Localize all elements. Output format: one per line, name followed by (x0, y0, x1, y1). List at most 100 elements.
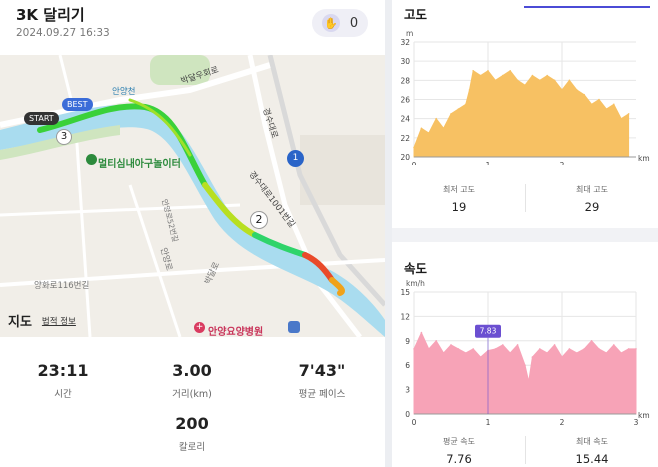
map-canvas (0, 55, 385, 337)
stat-time-label: 시간 (54, 389, 72, 400)
bus-stop-icon[interactable] (288, 321, 300, 333)
altitude-point (524, 84, 526, 86)
altitude-point (553, 79, 556, 82)
panel-separator (392, 228, 658, 242)
like-button[interactable]: ✋ 0 (312, 9, 368, 37)
speed-point (527, 380, 530, 383)
altitude-ytick: 30 (400, 57, 410, 66)
altitude-chart-title: 고도 (404, 7, 428, 22)
speed-ytick: 0 (405, 410, 410, 419)
km-marker-2[interactable]: 2 (250, 211, 268, 229)
stat-distance-value: 3.00 (172, 361, 212, 380)
speed-point (583, 348, 585, 350)
workout-datetime: 2024.09.27 16:33 (16, 27, 110, 39)
altitude-xlabel: km (638, 154, 650, 163)
speed-xlabel: km (638, 411, 650, 420)
speed-chart-title: 속도 (404, 261, 428, 276)
workout-title: 3K 달리기 (16, 6, 85, 24)
speed-ytick: 3 (405, 386, 410, 395)
speed-avg: 평균 속도 7.76 (404, 436, 514, 466)
altitude-point (413, 146, 415, 149)
altitude-xtick: 1 (486, 161, 491, 165)
altitude-min-value: 19 (451, 200, 467, 214)
workout-summary-panel: 3K 달리기 2024.09.27 16:33 ✋ 0 (0, 0, 385, 467)
speed-point (516, 344, 519, 346)
altitude-point (546, 74, 548, 77)
altitude-point (442, 127, 445, 130)
speed-point (598, 348, 600, 350)
speed-point (428, 348, 430, 350)
altitude-xtick: 0 (412, 161, 417, 165)
legal-info-link[interactable]: 법적 정보 (41, 316, 76, 327)
speed-point (472, 348, 474, 350)
altitude-area (413, 69, 630, 158)
speed-xtick: 2 (560, 418, 565, 427)
stat-pace: 7'43" 평균 페이스 (267, 361, 377, 400)
speed-point (524, 364, 526, 366)
altitude-point (450, 113, 452, 115)
map-brand: 지도 (8, 311, 32, 330)
altitude-point (487, 69, 489, 72)
speed-avg-value: 7.76 (446, 452, 472, 466)
altitude-ytick: 32 (400, 38, 410, 47)
speed-ytick: 15 (400, 288, 410, 297)
altitude-divider (525, 184, 526, 212)
speed-point (620, 352, 622, 354)
altitude-point (627, 113, 630, 115)
km-marker-3[interactable]: 3 (56, 129, 72, 145)
altitude-chart[interactable]: m 20 22 24 26 28 30 32 0 1 2 km (392, 20, 658, 165)
speed-point (509, 352, 511, 354)
speed-point (553, 344, 556, 346)
altitude-point (428, 132, 430, 134)
stat-pace-label: 평균 페이스 (298, 389, 346, 400)
speed-area (413, 331, 637, 415)
route-map[interactable]: 안양천 박달우회로 경수대로 경수대로1001번길 멀티심내아구놀이터 안양로5… (0, 55, 385, 337)
altitude-point (516, 79, 519, 82)
stat-distance-label: 거리(km) (172, 389, 212, 400)
altitude-point (502, 74, 504, 77)
altitude-point (465, 103, 467, 106)
altitude-point (561, 89, 563, 91)
altitude-max-label: 최대 고도 (576, 185, 608, 194)
altitude-ytick: 24 (400, 115, 410, 124)
altitude-ytick: 28 (400, 76, 410, 85)
speed-avg-label: 평균 속도 (443, 437, 475, 446)
altitude-point (590, 103, 593, 106)
speed-point (546, 352, 548, 354)
speed-point (442, 352, 445, 354)
speed-point (502, 344, 504, 346)
altitude-point (568, 79, 571, 82)
speed-xtick: 1 (486, 418, 491, 427)
speed-point (576, 352, 578, 354)
altitude-ytick: 26 (400, 96, 410, 105)
hospital-pin[interactable]: + (194, 322, 205, 333)
route-shield-1: 1 (287, 150, 304, 167)
altitude-point (576, 89, 578, 91)
map-attribution: 지도 법적 정보 (8, 311, 76, 330)
speed-point (479, 356, 482, 358)
altitude-point (509, 69, 511, 72)
speed-point (413, 348, 415, 350)
speed-ytick: 9 (405, 337, 410, 346)
stat-pace-value: 7'43" (298, 361, 346, 380)
speed-ytick: 6 (405, 361, 410, 370)
altitude-ytick: 20 (400, 153, 410, 162)
speed-point (635, 348, 637, 350)
speed-xtick: 3 (634, 418, 639, 427)
facility-pin[interactable] (86, 154, 97, 165)
stat-time-value: 23:11 (37, 361, 89, 380)
start-marker[interactable]: START (24, 112, 59, 125)
speed-max-label: 최대 속도 (576, 437, 608, 446)
altitude-point (494, 79, 497, 82)
altitude-point (435, 117, 437, 120)
map-brand-label: 지도 (8, 315, 32, 330)
speed-point (613, 344, 615, 346)
speed-point (539, 348, 541, 350)
altitude-point (598, 98, 600, 101)
speed-point (561, 356, 563, 358)
speed-annotation-bubble (475, 324, 501, 338)
speed-max: 최대 속도 15.44 (537, 436, 647, 466)
altitude-unit-label: m (406, 29, 413, 38)
best-marker[interactable]: BEST (62, 98, 93, 111)
